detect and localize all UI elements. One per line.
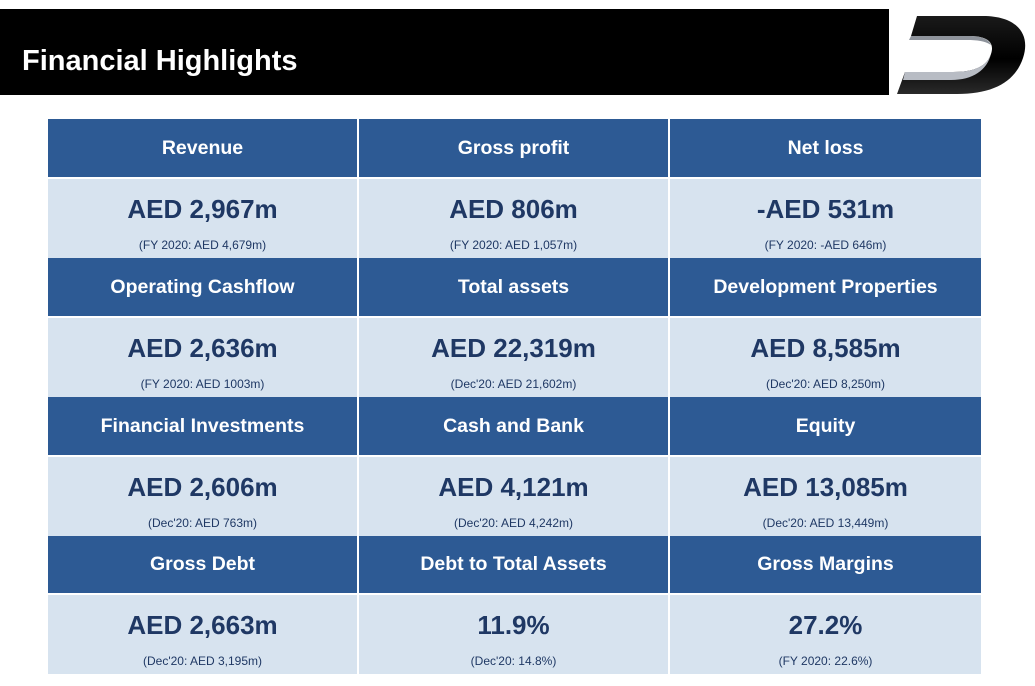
metric-cell-equity: AED 13,085m (Dec'20: AED 13,449m) [670, 457, 981, 536]
metric-comparison: (Dec'20: AED 4,242m) [453, 516, 573, 530]
metric-comparison: (FY 2020: -AED 646m) [764, 238, 887, 252]
metric-value: -AED 531m [756, 194, 895, 224]
metric-cell-gross-profit: AED 806m (FY 2020: AED 1,057m) [359, 179, 670, 258]
header-bar: Financial Highlights [0, 9, 889, 95]
metric-cell-cash-and-bank: AED 4,121m (Dec'20: AED 4,242m) [359, 457, 670, 536]
company-d-logo-icon [897, 16, 1026, 94]
metric-header-equity: Equity [670, 397, 981, 457]
metric-header-gross-margins: Gross Margins [670, 536, 981, 595]
metric-comparison: (FY 2020: AED 1,057m) [449, 238, 578, 252]
page-title: Financial Highlights [22, 45, 298, 77]
metric-comparison: (Dec'20: 14.8%) [470, 654, 557, 668]
metric-comparison: (Dec'20: AED 13,449m) [762, 516, 889, 530]
metric-cell-net-loss: -AED 531m (FY 2020: -AED 646m) [670, 179, 981, 258]
metric-cell-gross-debt: AED 2,663m (Dec'20: AED 3,195m) [48, 595, 359, 674]
metric-comparison: (Dec'20: AED 21,602m) [450, 377, 577, 391]
metric-value: AED 2,967m [127, 194, 278, 224]
metric-value: AED 13,085m [743, 472, 908, 502]
metric-comparison: (FY 2020: AED 1003m) [140, 377, 265, 391]
metric-comparison: (FY 2020: 22.6%) [778, 654, 873, 668]
metric-value: AED 2,606m [127, 472, 278, 502]
metric-header-revenue: Revenue [48, 119, 359, 179]
metric-header-gross-profit: Gross profit [359, 119, 670, 179]
metric-header-financial-investments: Financial Investments [48, 397, 359, 457]
metric-header-net-loss: Net loss [670, 119, 981, 179]
metric-header-operating-cashflow: Operating Cashflow [48, 258, 359, 318]
metric-cell-debt-to-total-assets: 11.9% (Dec'20: 14.8%) [359, 595, 670, 674]
metric-comparison: (Dec'20: AED 763m) [147, 516, 257, 530]
metric-value: 11.9% [477, 610, 550, 640]
metric-cell-total-assets: AED 22,319m (Dec'20: AED 21,602m) [359, 318, 670, 397]
metric-value: AED 4,121m [438, 472, 589, 502]
metric-cell-financial-investments: AED 2,606m (Dec'20: AED 763m) [48, 457, 359, 536]
metric-value: AED 8,585m [750, 333, 901, 363]
metric-value: AED 2,663m [127, 610, 278, 640]
metric-header-cash-and-bank: Cash and Bank [359, 397, 670, 457]
metric-value: 27.2% [788, 610, 863, 640]
metric-header-debt-to-total-assets: Debt to Total Assets [359, 536, 670, 595]
metric-value: AED 2,636m [127, 333, 278, 363]
metric-cell-revenue: AED 2,967m (FY 2020: AED 4,679m) [48, 179, 359, 258]
financial-highlights-grid: Revenue Gross profit Net loss AED 2,967m… [48, 119, 981, 674]
metric-header-development-properties: Development Properties [670, 258, 981, 318]
metric-comparison: (FY 2020: AED 4,679m) [138, 238, 267, 252]
metric-header-total-assets: Total assets [359, 258, 670, 318]
metric-header-gross-debt: Gross Debt [48, 536, 359, 595]
metric-comparison: (Dec'20: AED 3,195m) [142, 654, 262, 668]
metric-cell-gross-margins: 27.2% (FY 2020: 22.6%) [670, 595, 981, 674]
metric-value: AED 806m [449, 194, 578, 224]
metric-value: AED 22,319m [431, 333, 596, 363]
metric-cell-development-properties: AED 8,585m (Dec'20: AED 8,250m) [670, 318, 981, 397]
metric-comparison: (Dec'20: AED 8,250m) [765, 377, 885, 391]
metric-cell-operating-cashflow: AED 2,636m (FY 2020: AED 1003m) [48, 318, 359, 397]
